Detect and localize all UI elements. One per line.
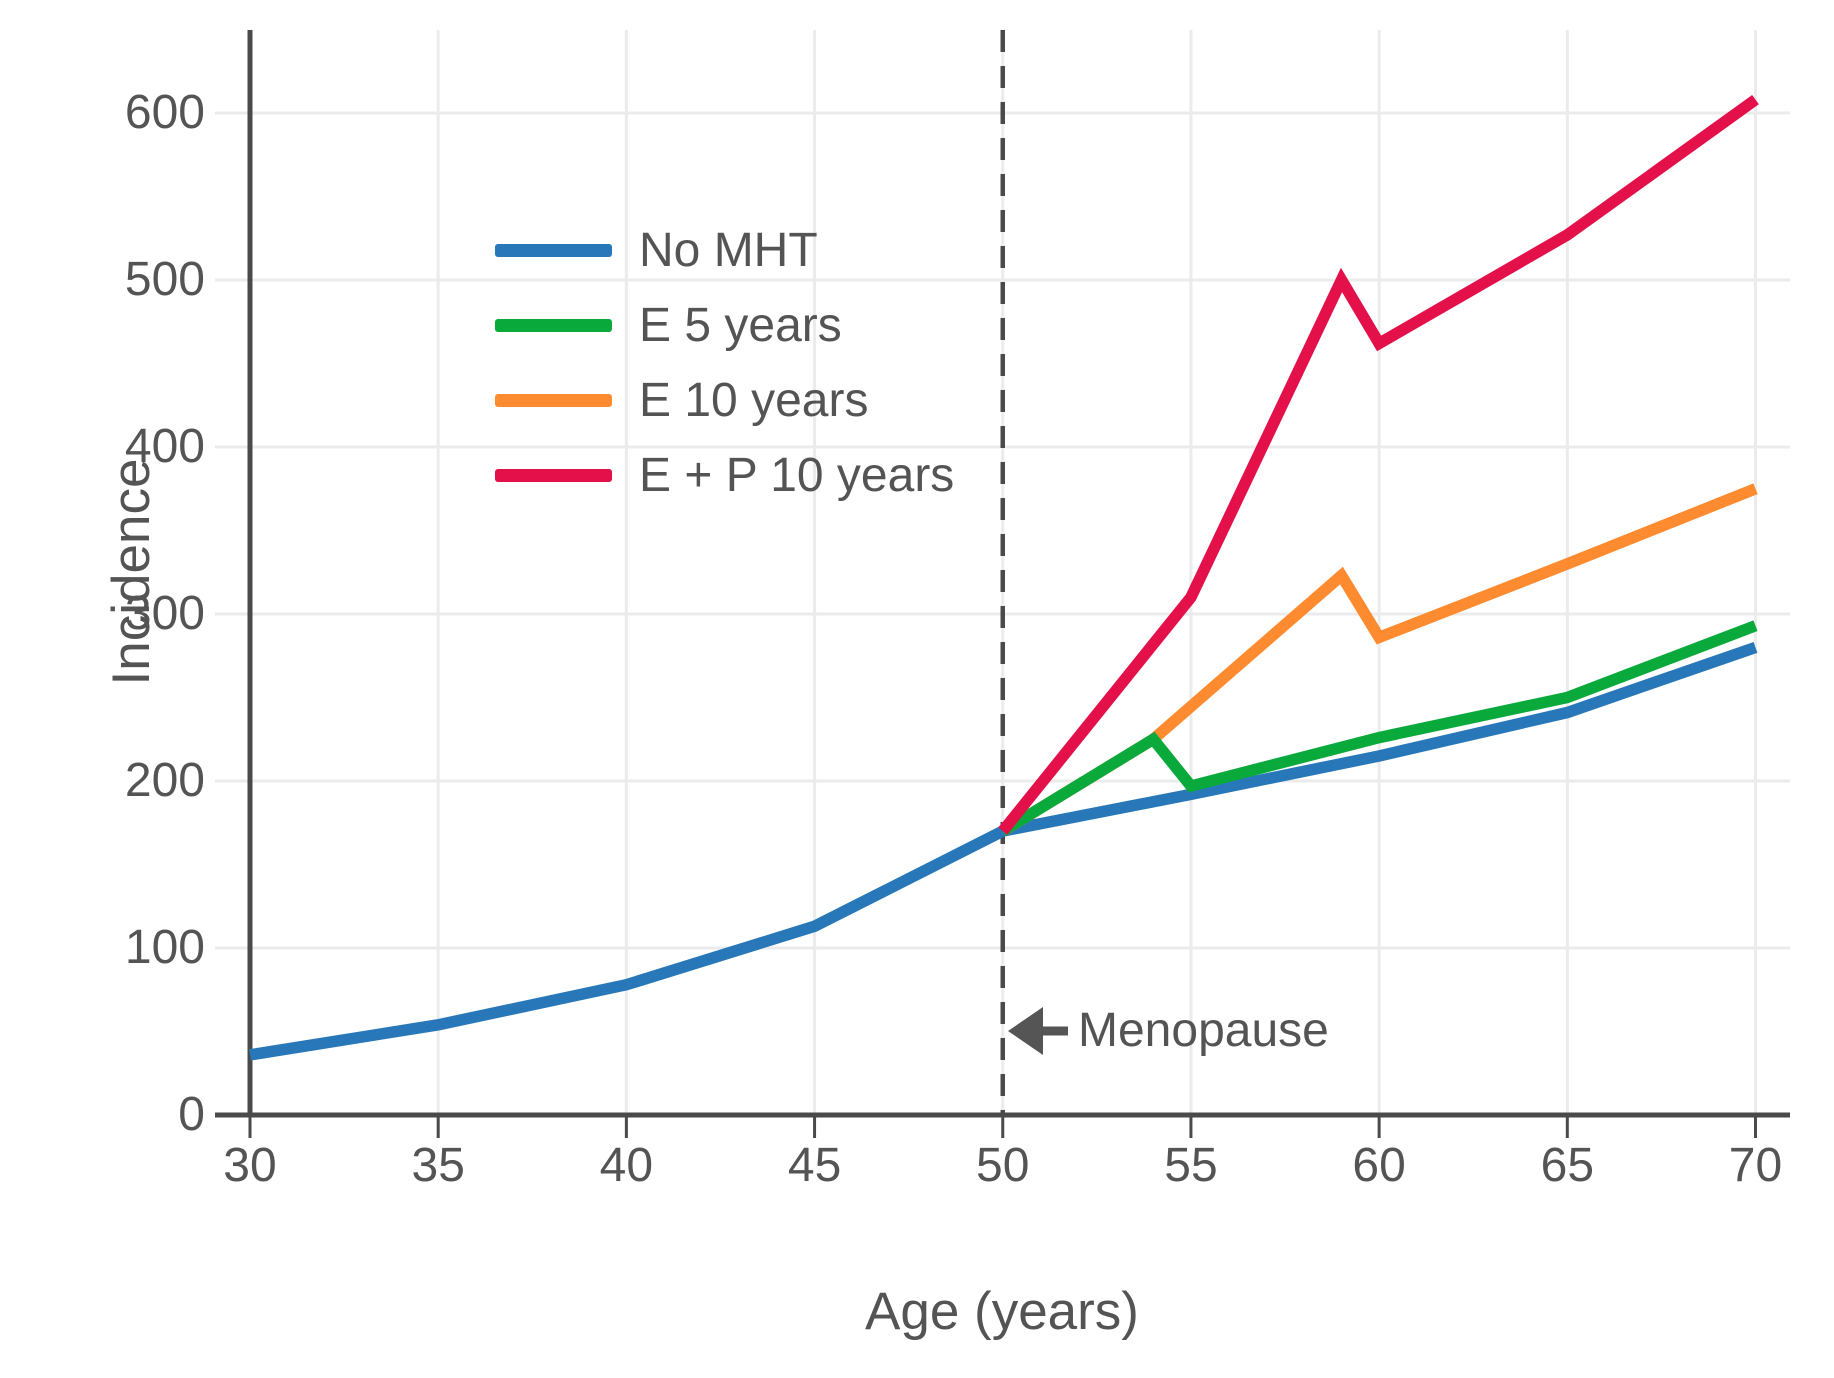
legend-swatch-no-mht [495,244,612,257]
y-axis-title: Incidence [101,458,161,686]
x-tick-label: 45 [787,1139,842,1192]
y-tick-label: 400 [124,420,205,473]
legend-label: No MHT [639,223,818,277]
legend-label: E + P 10 years [639,448,955,502]
x-tick-label: 55 [1164,1139,1218,1192]
menopause-arrow-icon [1008,1007,1068,1055]
x-tick-label: 65 [1540,1139,1595,1192]
arrow-head [1008,1007,1043,1055]
legend-item: E + P 10 years [495,438,954,513]
legend-label: E 10 years [639,373,869,427]
y-tick-label: 500 [124,253,205,306]
y-tick-label: 0 [178,1088,205,1141]
x-tick-label: 30 [223,1139,277,1192]
y-tick-label: 100 [124,921,205,974]
x-tick-label: 35 [411,1139,465,1192]
legend: No MHT E 5 years E 10 years E + P 10 yea… [495,213,954,513]
series-line-e-p-10-years [998,94,1759,835]
x-tick-label: 40 [599,1139,654,1192]
x-tick-label: 70 [1728,1139,1783,1192]
y-tick-label: 600 [124,86,205,139]
legend-item: E 5 years [495,288,954,363]
series-line-e-5-years [999,620,1758,837]
gridlines [250,30,1790,1115]
legend-item: E 10 years [495,363,954,438]
x-tick-label: 50 [976,1139,1030,1192]
legend-swatch-e-10-years [495,394,612,407]
legend-label: E 5 years [639,298,842,352]
legend-swatch-e-5-years [495,319,612,332]
series-lines [249,94,1759,1061]
x-tick-label: 60 [1352,1139,1406,1192]
legend-item: No MHT [495,213,954,288]
axis-ticks [215,111,1757,1138]
y-tick-label: 300 [124,587,205,640]
menopause-annotation-label: Menopause [1078,1004,1329,1057]
legend-swatch-e-p-10-years [495,469,612,482]
y-tick-label: 200 [124,754,205,807]
x-axis-title: Age (years) [865,1282,1139,1341]
